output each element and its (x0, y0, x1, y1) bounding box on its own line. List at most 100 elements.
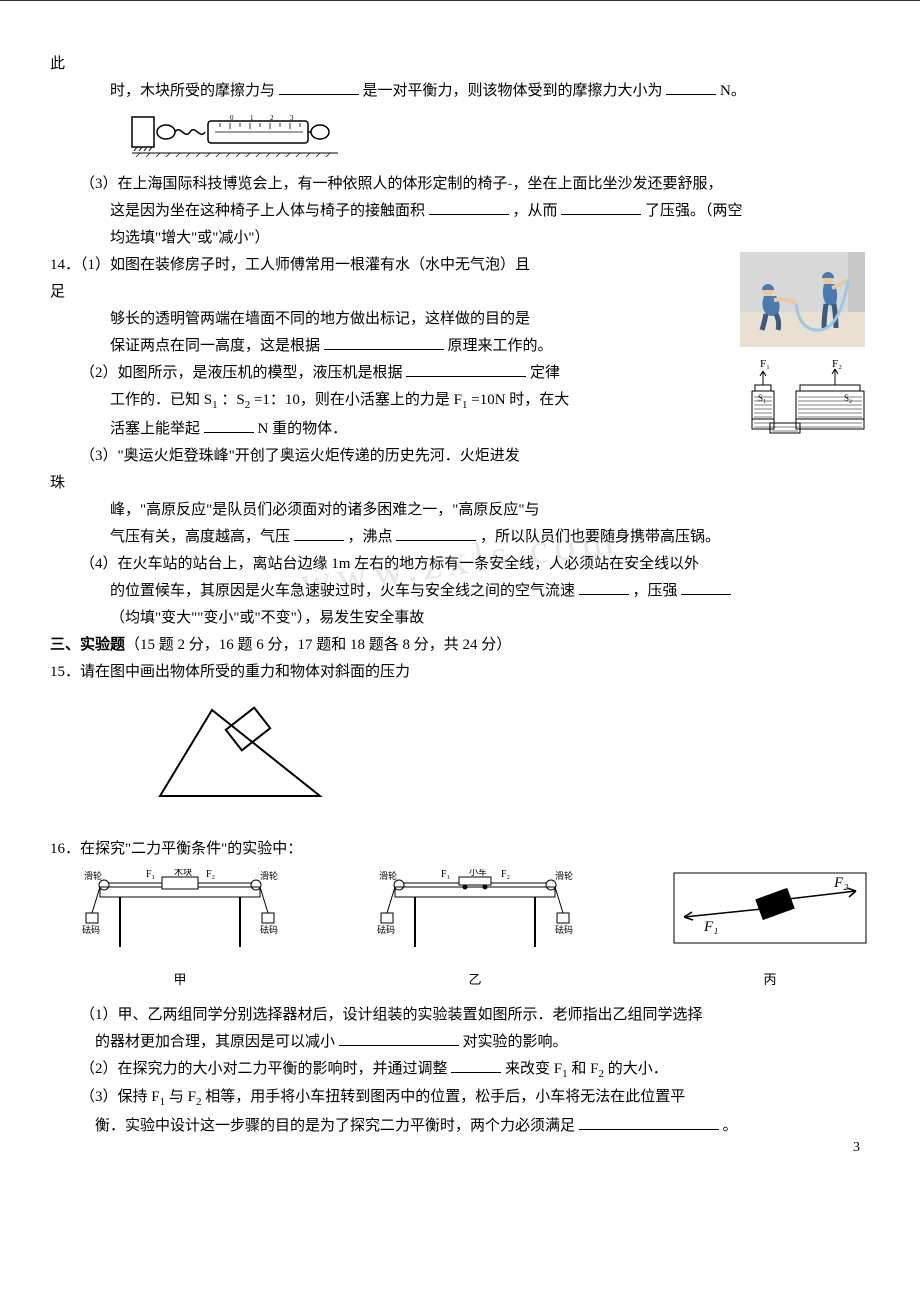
svg-text:砝码: 砝码 (82, 924, 100, 935)
text: 是一对平衡力，则该物体受到的摩擦力大小为 (363, 83, 663, 99)
svg-text:木块: 木块 (174, 869, 192, 877)
svg-text:0: 0 (230, 114, 234, 122)
q16-title: 16．在探究"二力平衡条件"的实验中： (50, 836, 870, 863)
text: 定律 (530, 365, 560, 381)
spring-scale-figure: 0 1 2 3 (130, 109, 340, 167)
text: 原理来工作的。 (448, 338, 553, 354)
text: （3）保持 F (80, 1089, 160, 1105)
blank (429, 199, 509, 215)
svg-text:滑轮: 滑轮 (379, 870, 397, 881)
text: ，所以队员们也要随身携带高压锅。 (480, 529, 720, 545)
text: =1：10，则在小活塞上的力是 F (254, 392, 462, 408)
q16-figures: F₁ 木块 F₂ 滑轮 滑轮 砝码 砝码 甲 (80, 869, 870, 992)
svg-text:F₁: F₁ (146, 869, 155, 880)
text: 工作的．已知 S (110, 392, 212, 408)
text: ，压强 (633, 583, 682, 599)
blank (279, 79, 359, 95)
blank (579, 1114, 719, 1130)
svg-text:3: 3 (290, 114, 294, 122)
blank (396, 525, 476, 541)
page-number: 3 (853, 1135, 860, 1160)
svg-text:F₂: F₂ (206, 869, 215, 880)
q14-3-row3: 气压有关，高度越高，气压 ，沸点 ，所以队员们也要随身携带高压锅。 (50, 524, 870, 551)
text: 保证两点在同一高度，这是根据 (110, 338, 320, 354)
q14-3-row2: 峰，"高原反应"是队员们必须面对的诸多困难之一，"高原反应"与 (50, 497, 870, 524)
q16-1-row1: （1）甲、乙两组同学分别选择器材后，设计组装的实验装置如图所示．老师指出乙组同学… (50, 1002, 870, 1029)
fig-label-yi: 乙 (375, 968, 575, 991)
text: 。 (723, 1118, 738, 1134)
blank (561, 199, 641, 215)
text: 的器材更加合理，其原因是可以减小 (95, 1034, 335, 1050)
svg-text:滑轮: 滑轮 (84, 870, 102, 881)
fig-label-jia: 甲 (80, 968, 280, 991)
text: 的大小． (608, 1061, 668, 1077)
text: 了压强。（两空 (645, 203, 743, 219)
blank (294, 525, 344, 541)
blank (339, 1030, 459, 1046)
q13-3-row3: 均选填"增大"或"减小"） (50, 225, 870, 252)
q14-4-row3: （均填"变大""变小"或"不变"），易发生安全事故 (50, 605, 870, 632)
text: 相等，用手将小车扭转到图丙中的位置，松手后，小车将无法在此位置平 (205, 1089, 685, 1105)
text: （3）在上海国际科技博览会上，有一种依照人的体形定制的椅子 (80, 176, 508, 192)
label-s1: S₁ (758, 393, 766, 403)
text: ，从而 (513, 203, 562, 219)
text: =10N 时，在大 (471, 392, 569, 408)
q16-3-row2: 衡．实验中设计这一步骤的目的是为了探究二力平衡时，两个力必须满足 。 (50, 1113, 870, 1140)
svg-text:滑轮: 滑轮 (555, 870, 573, 881)
section3-title: 三、实验题（15 题 2 分，16 题 6 分，17 题和 18 题各 8 分，… (50, 632, 870, 659)
q14-prefix3: 珠 (50, 470, 870, 497)
text: N 重的物体． (258, 421, 348, 437)
text: 对实验的影响。 (463, 1034, 568, 1050)
text: ，坐在上面比坐沙发还要舒服， (513, 176, 723, 192)
workers-figure (740, 252, 865, 347)
section3-detail: （15 题 2 分，16 题 6 分，17 题和 18 题各 8 分，共 24 … (125, 637, 511, 653)
q14-num: 14． (50, 257, 80, 273)
text: 这是因为坐在这种椅子上人体与椅子的接触面积 (110, 203, 425, 219)
text: 衡．实验中设计这一步骤的目的是为了探究二力平衡时，两个力必须满足 (95, 1118, 575, 1134)
blank (324, 334, 444, 350)
text: 与 F (169, 1089, 196, 1105)
text: N。 (720, 83, 746, 99)
label-s2: S₂ (844, 393, 852, 403)
blank (406, 361, 526, 377)
blank (451, 1057, 501, 1073)
svg-text:砝码: 砝码 (260, 924, 278, 935)
q15: 15．请在图中画出物体所受的重力和物体对斜面的压力 (50, 659, 870, 686)
text: ，沸点 (348, 529, 393, 545)
q16-2: （2）在探究力的大小对二力平衡的影响时，并通过调整 来改变 F1 和 F2 的大… (50, 1056, 870, 1085)
text: 的位置候车，其原因是火车急速驶过时，火车与安全线之间的空气流速 (110, 583, 575, 599)
svg-text:F₂: F₂ (501, 869, 510, 880)
q14-right-figures: F₁ F₂ S₁ S₂ (740, 252, 870, 457)
svg-text:F₁: F₁ (441, 869, 450, 880)
svg-text:砝码: 砝码 (377, 924, 395, 935)
q13-prefix: 此 (50, 51, 870, 78)
section3-heading: 三、实验题 (50, 637, 125, 653)
exam-page: www.zxls.com 此 时，木块所受的摩擦力与 是一对平衡力，则该物体受到… (0, 0, 920, 1170)
q14-4-row1: （4）在火车站的站台上，离站台边缘 1m 左右的地方标有一条安全线，人必须站在安… (50, 551, 870, 578)
label-f1: F₁ (760, 358, 770, 370)
incline-figure (150, 696, 870, 816)
blank (579, 579, 629, 595)
q13-3-row1: （3）在上海国际科技博览会上，有一种依照人的体形定制的椅子-，坐在上面比坐沙发还… (50, 171, 870, 198)
blank (681, 579, 731, 595)
label-f2: F₂ (832, 358, 842, 370)
fig-yi: F₁ 小车 F₂ 滑轮 滑轮 砝码 砝码 乙 (375, 869, 575, 992)
q14-4-row2: 的位置候车，其原因是火车急速驶过时，火车与安全线之间的空气流速 ，压强 (50, 578, 870, 605)
svg-text:砝码: 砝码 (555, 924, 573, 935)
text: （2）在探究力的大小对二力平衡的影响时，并通过调整 (80, 1061, 451, 1077)
blank (666, 79, 716, 95)
blank (204, 417, 254, 433)
svg-text:2: 2 (270, 114, 274, 122)
svg-text:F₁: F₁ (703, 919, 718, 935)
svg-text:滑轮: 滑轮 (260, 870, 278, 881)
text: （1）如图在装修房子时，工人师傅常用一根灌有水（水中无气泡）且 (80, 257, 530, 273)
q16-3-row1: （3）保持 F1 与 F2 相等，用手将小车扭转到图丙中的位置，松手后，小车将无… (50, 1084, 870, 1113)
fig-bing: F₁ F₂ 丙 (670, 869, 870, 992)
q13-line1: 时，木块所受的摩擦力与 是一对平衡力，则该物体受到的摩擦力大小为 N。 (50, 78, 870, 105)
q14-block: F₁ F₂ S₁ S₂ (50, 252, 870, 470)
svg-text:1: 1 (250, 114, 254, 122)
text: （2）如图所示，是液压机的模型，液压机是根据 (80, 365, 403, 381)
q13-3-row2: 这是因为坐在这种椅子上人体与椅子的接触面积 ，从而 了压强。（两空 (50, 198, 870, 225)
text: 气压有关，高度越高，气压 (110, 529, 294, 545)
text: ：S (221, 392, 244, 408)
